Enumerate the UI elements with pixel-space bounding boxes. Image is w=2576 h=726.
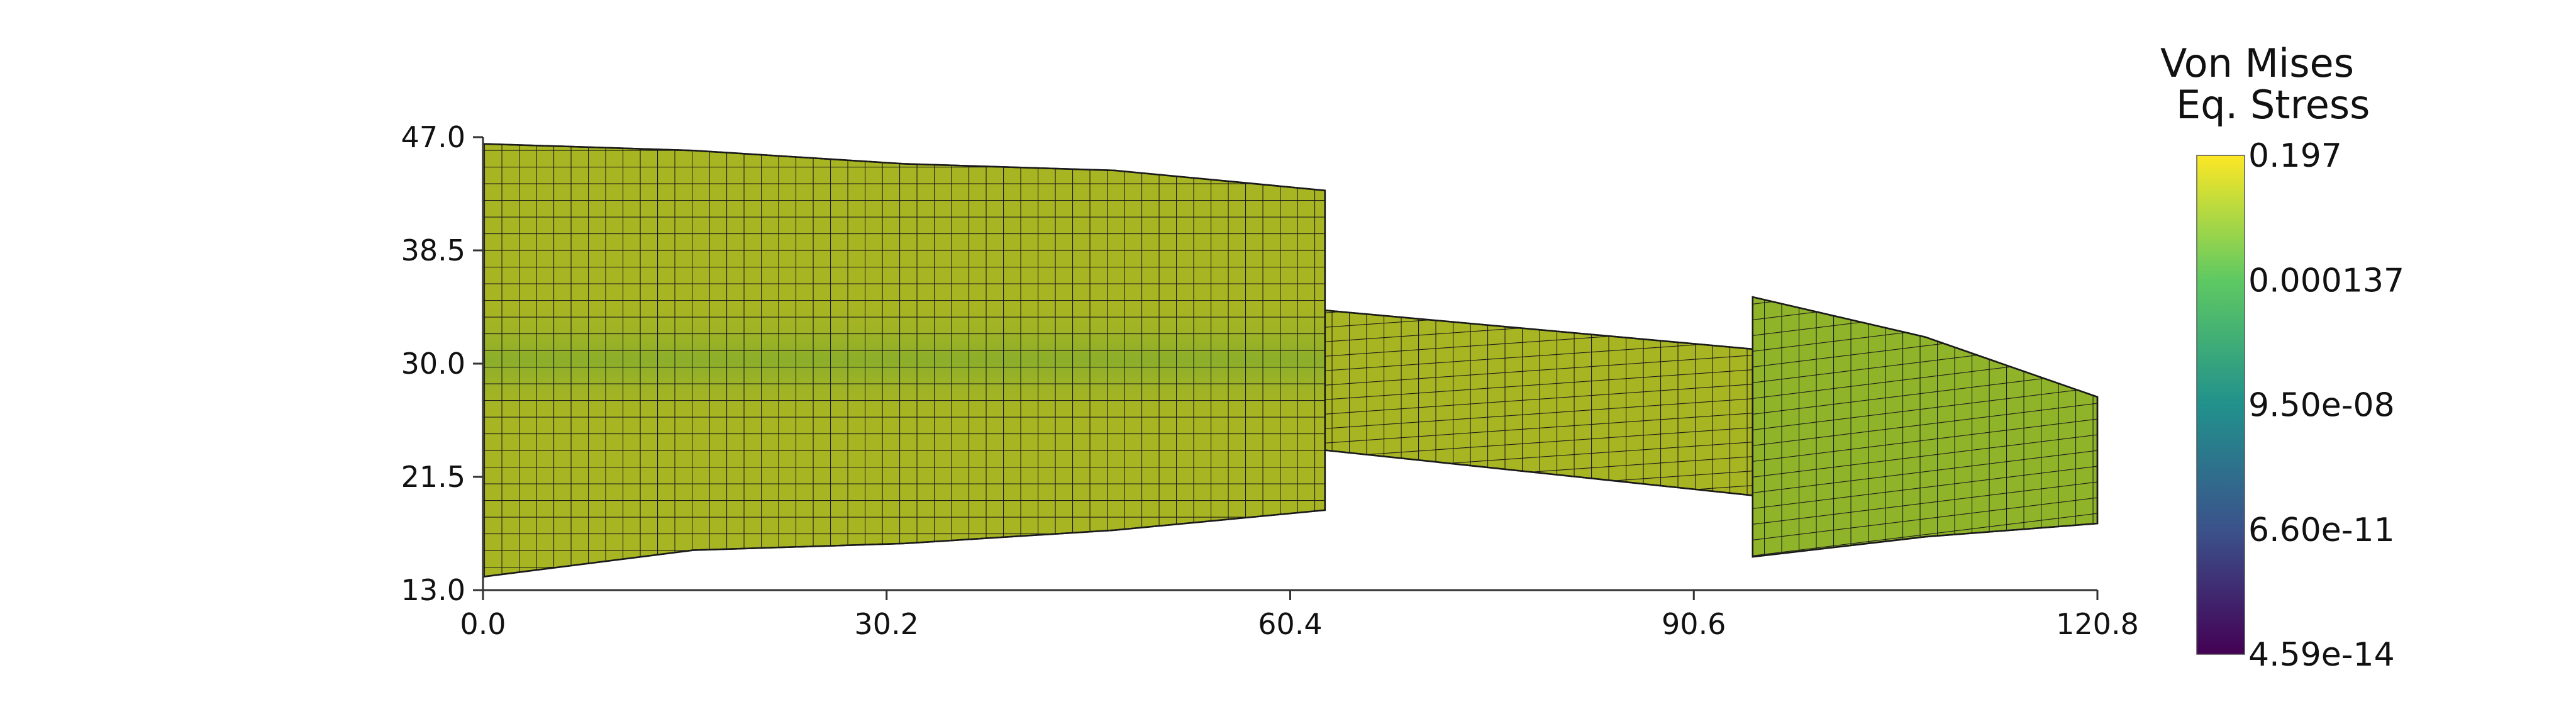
mesh-lines-end-block xyxy=(1752,296,2099,558)
colorbar-title-line2: Eq. Stress xyxy=(2176,82,2370,128)
y-tick-label: 38.5 xyxy=(401,233,465,267)
x-tick-label: 30.2 xyxy=(855,607,919,641)
colorbar-labels: 0.197 0.000137 9.50e-08 6.60e-11 4.59e-14 xyxy=(2248,137,2404,674)
y-tick-label: 47.0 xyxy=(401,120,465,154)
y-tick-label: 13.0 xyxy=(401,573,465,607)
colorbar-title-line1: Von Mises xyxy=(2160,40,2354,86)
colorbar-label: 0.197 xyxy=(2248,137,2342,175)
x-ticks: 0.0 30.2 60.4 90.6 120.8 xyxy=(460,590,2139,641)
colorbar-label: 6.60e-11 xyxy=(2248,511,2395,549)
y-tick-label: 30.0 xyxy=(401,347,465,381)
x-tick-label: 120.8 xyxy=(2056,607,2139,641)
colorbar-label: 9.50e-08 xyxy=(2248,387,2395,425)
x-tick-label: 90.6 xyxy=(1662,607,1726,641)
colorbar-gradient xyxy=(2196,155,2245,655)
colorbar-label: 0.000137 xyxy=(2248,262,2404,299)
y-ticks: 47.0 38.5 30.0 21.5 13.0 xyxy=(401,120,483,607)
mesh-lines-beam xyxy=(1324,309,1767,498)
y-tick-label: 21.5 xyxy=(401,460,465,494)
mesh-lines-left-block xyxy=(482,143,1326,578)
colorbar-label: 4.59e-14 xyxy=(2248,636,2395,674)
colorbar: Von Mises Eq. Stress 0.197 0.000137 9.50e-… xyxy=(2160,40,2404,674)
x-tick-label: 0.0 xyxy=(460,607,506,641)
mesh-regions xyxy=(482,143,2099,578)
x-tick-label: 60.4 xyxy=(1258,607,1322,641)
axes: 0.0 30.2 60.4 90.6 120.8 47.0 38.5 30.0 21.5 13.… xyxy=(401,120,2139,641)
